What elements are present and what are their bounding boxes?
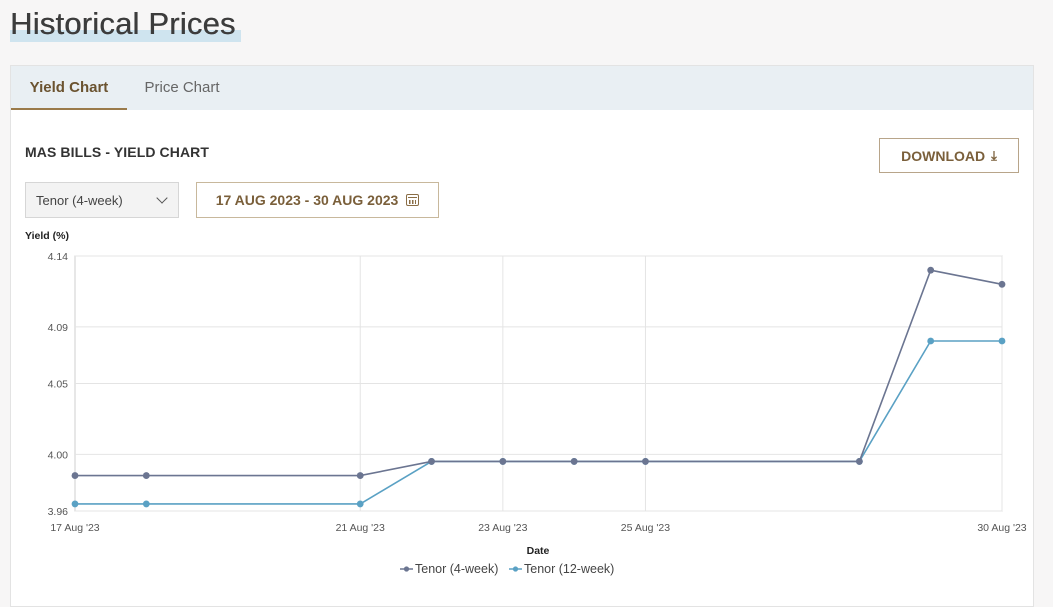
tenor-select-value: Tenor (4-week) <box>36 192 123 208</box>
data-point-4week[interactable] <box>142 472 150 479</box>
x-tick-label: 17 Aug '23 <box>50 522 99 534</box>
data-point-4week[interactable] <box>998 280 1006 288</box>
legend-marker <box>512 566 519 572</box>
tab-yield-chart[interactable]: Yield Chart <box>11 66 127 110</box>
page-title-area: Historical Prices <box>10 2 241 44</box>
data-point-4week[interactable] <box>71 472 79 479</box>
y-tick-label: 4.00 <box>48 449 69 461</box>
calendar-icon <box>406 194 420 206</box>
data-point-12week[interactable] <box>71 500 79 508</box>
date-range-label: 17 AUG 2023 - 30 AUG 2023 <box>215 192 399 208</box>
data-point-12week[interactable] <box>998 337 1006 345</box>
y-tick-label: 4.09 <box>48 322 69 334</box>
data-point-4week[interactable] <box>499 458 507 465</box>
date-range-picker[interactable]: 17 AUG 2023 - 30 AUG 2023 <box>196 182 439 218</box>
data-point-12week[interactable] <box>142 500 150 508</box>
legend-marker <box>403 566 410 572</box>
x-axis-label: Date <box>527 545 550 557</box>
x-tick-label: 30 Aug '23 <box>977 522 1026 534</box>
legend-item[interactable]: Tenor (12-week) <box>524 562 614 576</box>
data-point-4week[interactable] <box>570 458 578 465</box>
page-title: Historical Prices <box>10 6 236 41</box>
data-point-4week[interactable] <box>356 472 364 479</box>
x-tick-label: 21 Aug '23 <box>336 522 385 534</box>
data-point-4week[interactable] <box>927 266 935 274</box>
data-point-4week[interactable] <box>642 458 649 465</box>
x-tick-label: 23 Aug '23 <box>478 522 527 534</box>
data-point-4week[interactable] <box>428 458 435 465</box>
data-point-12week[interactable] <box>356 500 364 508</box>
legend-item[interactable]: Tenor (4-week) <box>415 562 498 576</box>
y-tick-label: 4.14 <box>48 251 69 263</box>
download-label: DOWNLOAD <box>901 147 986 164</box>
title-highlight <box>10 30 241 42</box>
y-axis-label: Yield (%) <box>25 230 69 242</box>
x-tick-label: 25 Aug '23 <box>621 522 670 534</box>
series-line-4week <box>75 269 1003 477</box>
data-point-4week[interactable] <box>855 458 863 465</box>
data-point-12week[interactable] <box>927 337 935 345</box>
tab-bar: Yield Chart Price Chart <box>11 66 1033 110</box>
download-icon: ⤓ <box>991 148 997 163</box>
chart-section-title: MAS BILLS - YIELD CHART <box>25 144 210 160</box>
tab-price-chart[interactable]: Price Chart <box>144 79 220 96</box>
y-tick-label: 4.05 <box>48 379 69 391</box>
download-button[interactable]: DOWNLOAD ⤓ <box>879 138 1019 173</box>
tenor-select[interactable]: Tenor (4-week) <box>25 182 179 218</box>
y-tick-label: 3.96 <box>48 506 69 518</box>
